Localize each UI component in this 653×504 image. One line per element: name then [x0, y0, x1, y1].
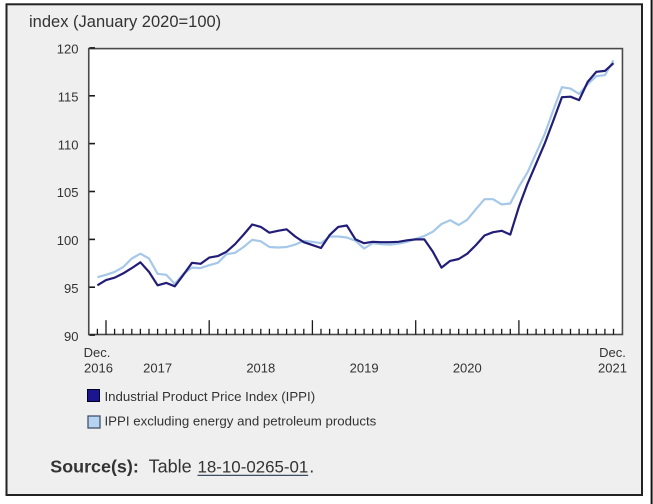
svg-text:IPPI excluding energy and petr: IPPI excluding energy and petroleum prod…	[105, 414, 377, 429]
svg-text:2017: 2017	[143, 361, 172, 376]
svg-text:95: 95	[64, 281, 78, 296]
svg-text:105: 105	[57, 185, 79, 200]
svg-text:Dec.: Dec.	[599, 345, 626, 360]
svg-text:2016: 2016	[84, 361, 113, 376]
svg-text:100: 100	[57, 233, 79, 248]
svg-text:2019: 2019	[350, 361, 379, 376]
svg-text:18-10-0265-01: 18-10-0265-01	[198, 458, 309, 477]
svg-text:90: 90	[64, 329, 78, 344]
svg-text:Dec.: Dec.	[84, 345, 111, 360]
svg-text:.: .	[309, 457, 314, 477]
svg-text:115: 115	[58, 90, 79, 105]
svg-text:Industrial Product Price Index: Industrial Product Price Index (IPPI)	[105, 389, 316, 404]
svg-text:2021: 2021	[598, 361, 627, 376]
svg-text:120: 120	[57, 42, 79, 57]
svg-text:110: 110	[58, 137, 79, 152]
svg-text:2020: 2020	[453, 361, 482, 376]
svg-text:index (January 2020=100): index (January 2020=100)	[29, 13, 221, 31]
svg-text:Table: Table	[149, 457, 192, 477]
svg-text:Source(s):: Source(s):	[50, 457, 138, 477]
svg-text:2018: 2018	[246, 361, 275, 376]
